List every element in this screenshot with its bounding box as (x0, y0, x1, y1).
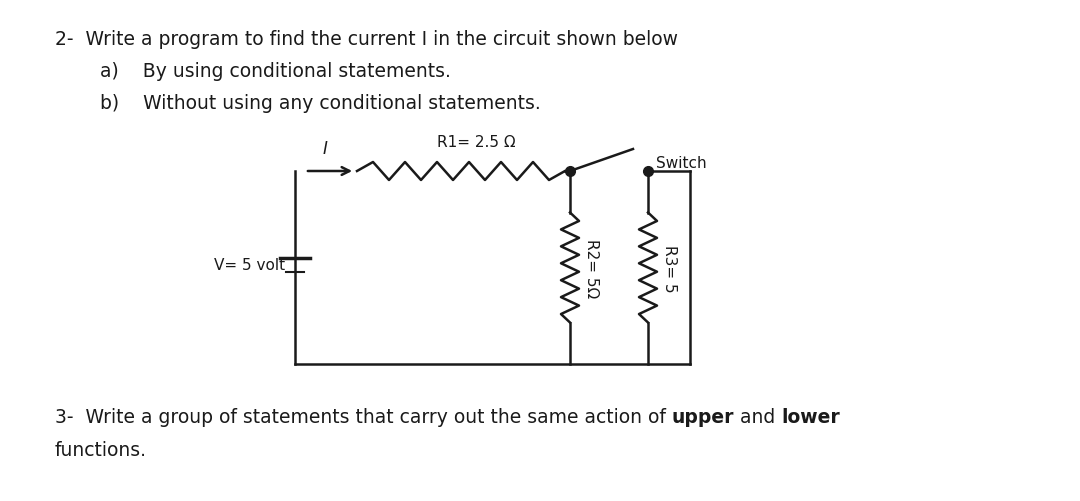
Text: upper: upper (672, 407, 734, 426)
Text: R2= 5Ω: R2= 5Ω (584, 238, 599, 298)
Text: lower: lower (782, 407, 840, 426)
Text: b)    Without using any conditional statements.: b) Without using any conditional stateme… (100, 94, 541, 113)
Text: I: I (323, 140, 327, 158)
Text: and: and (734, 407, 782, 426)
Text: 3-  Write a group of statements that carry out the same action of: 3- Write a group of statements that carr… (55, 407, 672, 426)
Text: R1= 2.5 Ω: R1= 2.5 Ω (436, 135, 515, 150)
Text: Switch: Switch (656, 156, 706, 171)
Text: R3= 5: R3= 5 (662, 244, 677, 292)
Text: 2-  Write a program to find the current I in the circuit shown below: 2- Write a program to find the current I… (55, 30, 678, 49)
Text: V= 5 volt: V= 5 volt (214, 258, 285, 273)
Text: a)    By using conditional statements.: a) By using conditional statements. (100, 62, 450, 81)
Text: functions.: functions. (55, 440, 147, 459)
